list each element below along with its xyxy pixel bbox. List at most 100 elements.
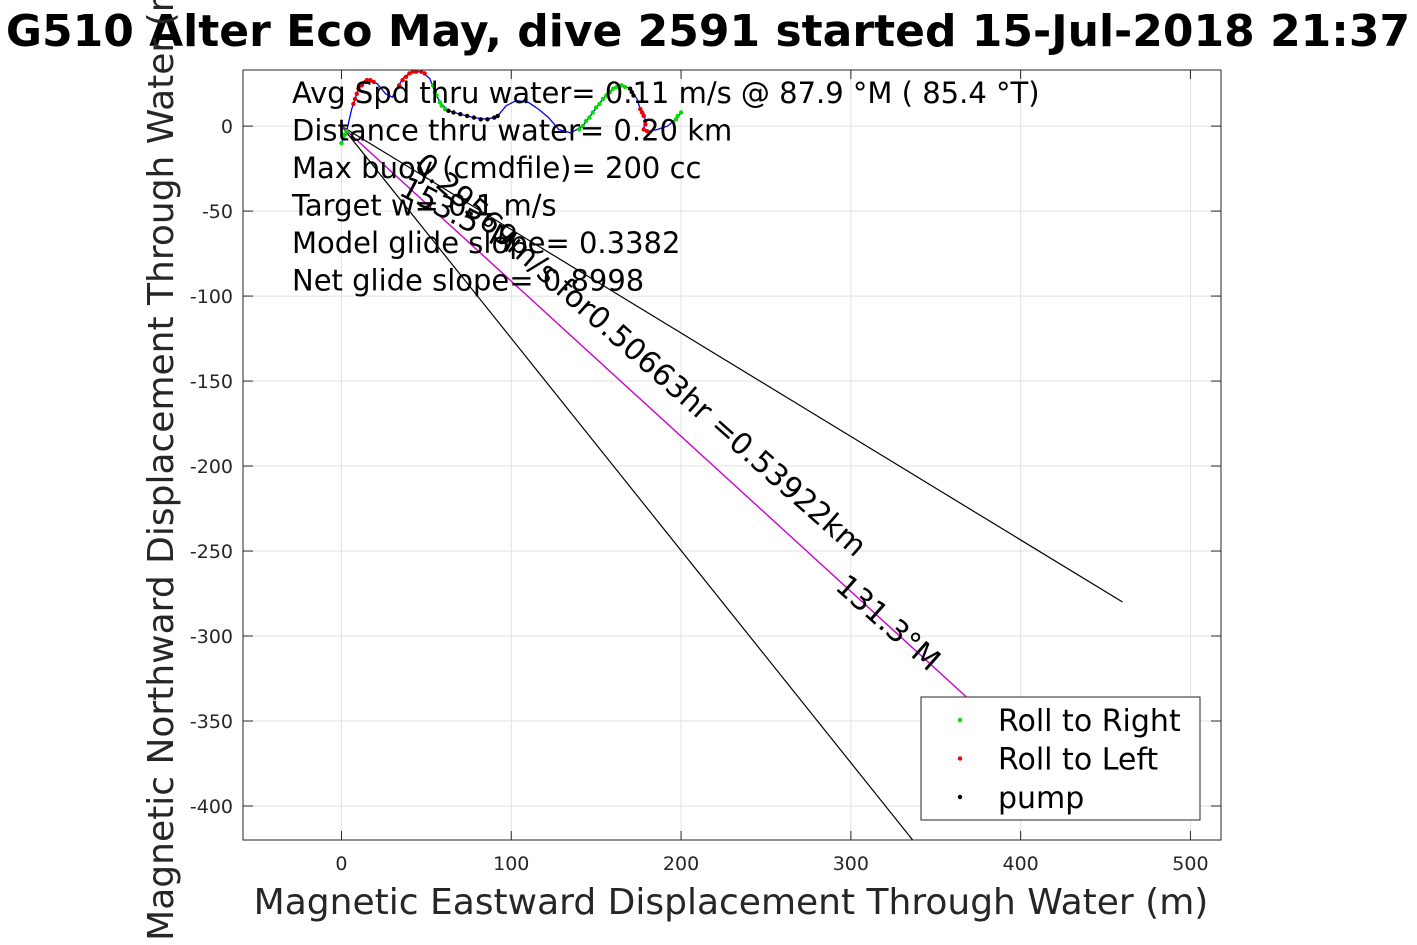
pump-point xyxy=(631,93,636,98)
legend-label: pump xyxy=(998,781,1084,816)
roll-right-point xyxy=(344,128,349,134)
info-line: Distance thru water= 0.20 km xyxy=(292,114,732,148)
legend-label: Roll to Right xyxy=(998,704,1181,739)
roll-right-point xyxy=(593,105,599,110)
x-tick-label: 300 xyxy=(833,853,869,875)
y-tick-label: -400 xyxy=(190,796,233,818)
roll-right-point xyxy=(619,83,624,88)
legend-marker xyxy=(957,717,963,723)
roll-right-point xyxy=(580,123,585,129)
pump-point xyxy=(446,108,451,113)
roll-left-point xyxy=(644,128,650,134)
legend-marker xyxy=(957,794,963,800)
roll-left-point xyxy=(400,77,405,83)
roll-left-point xyxy=(641,113,646,119)
roll-right-point xyxy=(604,93,609,98)
roll-right-point xyxy=(622,84,628,90)
roll-right-point xyxy=(600,96,606,102)
roll-left-point xyxy=(410,70,415,74)
roll-left-point xyxy=(639,110,645,115)
x-tick-label: 200 xyxy=(663,853,699,875)
y-tick-label: -200 xyxy=(190,456,233,478)
pump-point xyxy=(458,111,463,117)
roll-right-point xyxy=(583,118,589,124)
grid-lines xyxy=(243,70,1221,840)
roll-right-point xyxy=(675,113,680,119)
roll-right-point xyxy=(442,106,448,112)
roll-left-point xyxy=(351,101,356,107)
pump-point xyxy=(451,110,456,115)
roll-left-point xyxy=(638,106,643,112)
info-line: Avg Spd thru water= 0.11 m/s @ 87.9 °M (… xyxy=(292,76,1040,110)
pump-point xyxy=(464,113,470,119)
pump-point xyxy=(478,117,483,122)
info-line: Net glide slope= 0.8998 xyxy=(292,264,644,298)
info-line: Model glide slope= 0.3382 xyxy=(292,226,680,260)
roll-right-point xyxy=(610,86,616,91)
axis-ticks: 0 100 200 300 400 500 0 -50 -100 -150 -200 -250 -300… xyxy=(190,70,1221,875)
roll-left-point xyxy=(643,118,648,124)
roll-right-point xyxy=(587,115,592,120)
legend-marker xyxy=(957,756,963,761)
roll-left-point xyxy=(359,83,365,88)
pump-point xyxy=(492,115,497,120)
roll-right-point xyxy=(342,132,348,137)
roll-right-point xyxy=(432,89,438,95)
y-tick-label: -350 xyxy=(190,711,233,733)
pump-point xyxy=(485,117,490,122)
y-tick-label: -300 xyxy=(190,626,233,648)
pump-point xyxy=(627,86,633,91)
roll-left-point xyxy=(352,96,358,102)
x-tick-label: 100 xyxy=(493,853,529,875)
roll-right-point xyxy=(614,84,619,90)
info-text: Avg Spd thru water= 0.11 m/s @ 87.9 °M (… xyxy=(291,76,1040,298)
roll-right-point xyxy=(437,100,443,105)
roll-right-point xyxy=(339,140,344,146)
roll-left-point xyxy=(364,77,370,83)
y-tick-label: -250 xyxy=(190,541,233,563)
y-tick-label: -50 xyxy=(202,201,233,223)
roll-right-point xyxy=(340,135,346,141)
roll-left-point xyxy=(643,122,648,127)
roll-left-point xyxy=(368,77,373,83)
legend-label: Roll to Left xyxy=(998,743,1158,778)
roll-right-point xyxy=(576,127,582,132)
roll-right-point xyxy=(590,110,595,115)
roll-right-point xyxy=(673,117,679,122)
cone-line xyxy=(341,125,914,840)
roll-right-point xyxy=(434,93,439,98)
pump-point xyxy=(471,115,477,120)
roll-right-point xyxy=(430,83,436,88)
plot-frame xyxy=(242,69,1222,841)
roll-left-point xyxy=(422,71,427,76)
roll-right-point xyxy=(439,103,444,108)
y-tick-label: -100 xyxy=(190,286,233,308)
roll-right-point xyxy=(607,89,612,95)
y-axis-label: Magnetic Northward Displacement Through … xyxy=(141,0,182,941)
y-tick-label: 0 xyxy=(221,116,233,138)
roll-right-point xyxy=(678,110,684,115)
info-line: Target w= 0.1 m/s xyxy=(291,189,557,223)
pump-point xyxy=(495,113,500,119)
x-axis-label: Magnetic Eastward Displacement Through W… xyxy=(254,882,1209,923)
cone-line xyxy=(341,125,1123,603)
info-line: Max buoy (cmdfile)= 200 cc xyxy=(292,151,701,185)
roll-left-point xyxy=(407,71,412,76)
roll-right-point xyxy=(597,101,602,107)
plot-content xyxy=(339,70,1123,840)
roll-left-point xyxy=(419,70,424,74)
chart-title: G510 Alter Eco May, dive 2591 started 15… xyxy=(6,6,1410,57)
x-tick-label: 400 xyxy=(1003,853,1039,875)
roll-left-point xyxy=(356,86,361,91)
legend-box xyxy=(920,696,1201,821)
roll-left-point xyxy=(397,83,402,88)
x-tick-label: 0 xyxy=(335,853,347,875)
roll-left-point xyxy=(641,127,646,132)
roll-left-point xyxy=(403,74,409,79)
x-tick-label: 500 xyxy=(1172,853,1208,875)
roll-left-point xyxy=(413,70,419,74)
heading-line xyxy=(341,125,1022,748)
roll-left-point xyxy=(371,79,376,85)
